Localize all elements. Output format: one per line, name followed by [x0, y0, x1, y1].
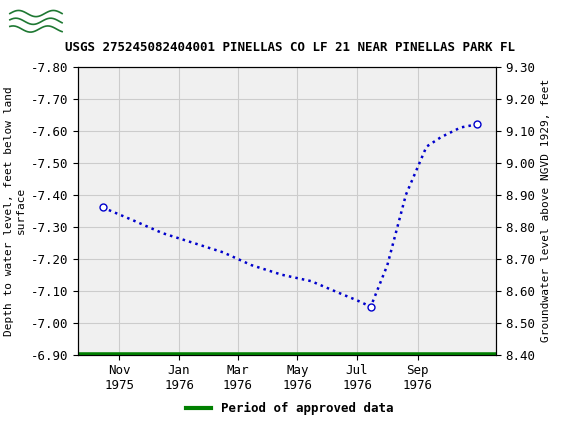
FancyBboxPatch shape [7, 3, 65, 36]
Text: USGS: USGS [72, 10, 132, 29]
Y-axis label: Depth to water level, feet below land
surface: Depth to water level, feet below land su… [4, 86, 26, 335]
Legend: Period of approved data: Period of approved data [181, 397, 399, 420]
Y-axis label: Groundwater level above NGVD 1929, feet: Groundwater level above NGVD 1929, feet [541, 79, 551, 342]
Text: USGS 275245082404001 PINELLAS CO LF 21 NEAR PINELLAS PARK FL: USGS 275245082404001 PINELLAS CO LF 21 N… [65, 41, 515, 54]
